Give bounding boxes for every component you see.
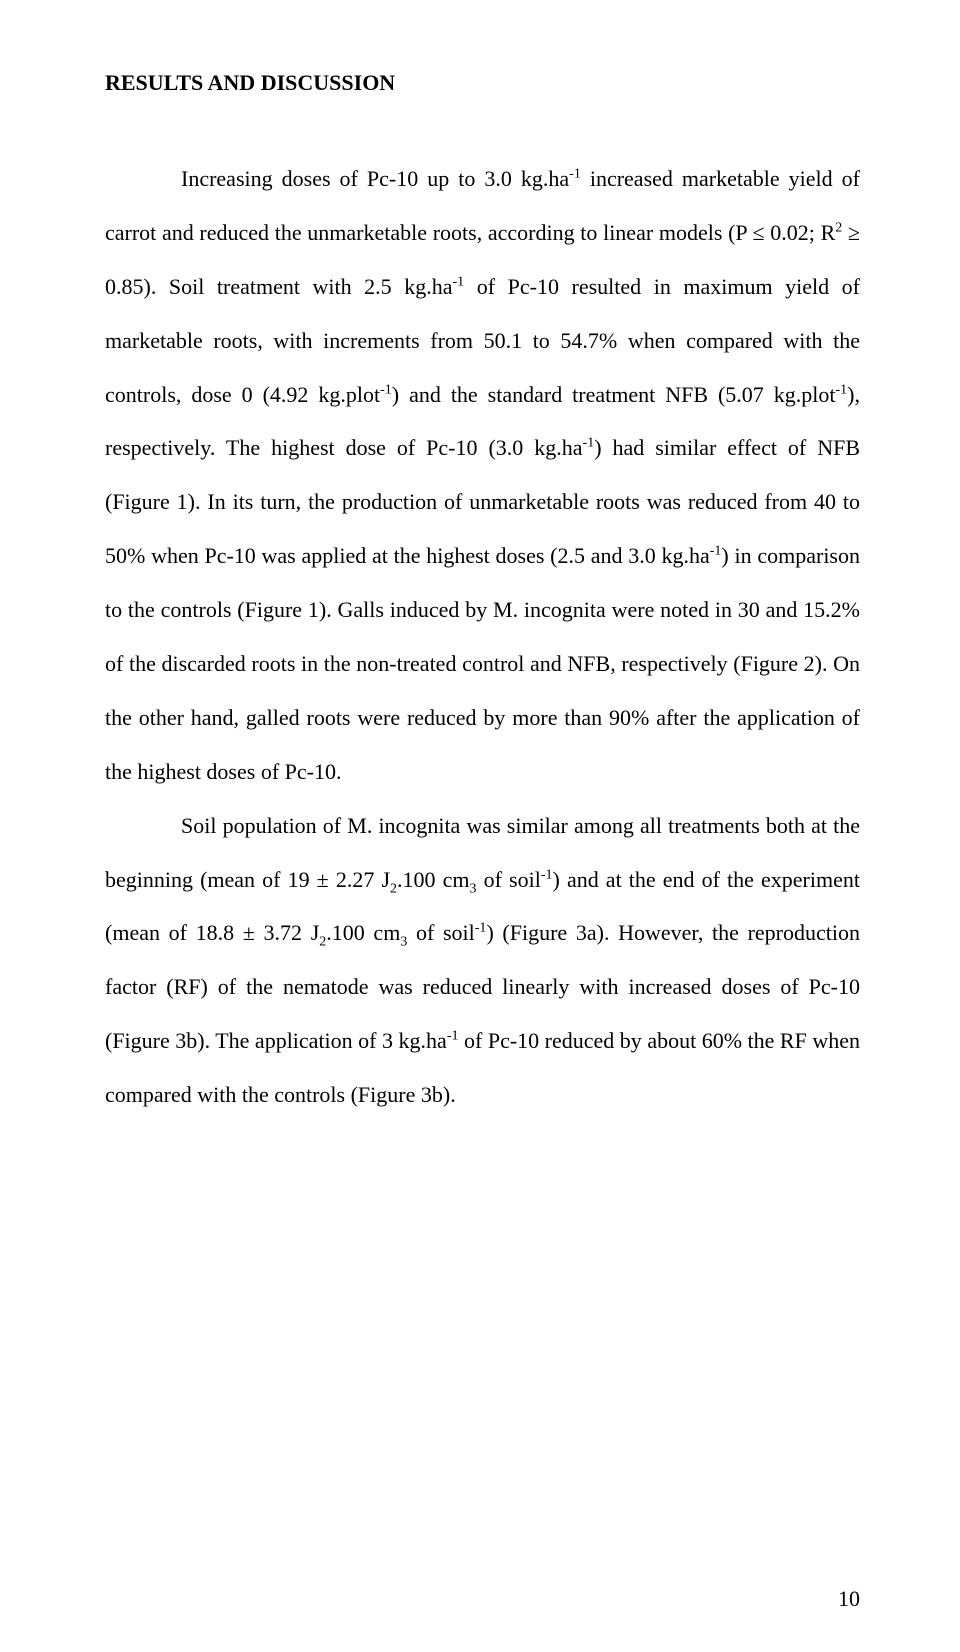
superscript: -1 [447,1029,459,1044]
superscript: -1 [835,382,847,397]
superscript: -1 [583,436,595,451]
superscript: -1 [475,921,487,936]
body-text: .100 cm [326,920,400,945]
body-text: ) and the standard treatment NFB (5.07 k… [392,382,836,407]
body-text: .100 cm [397,867,469,892]
superscript: -1 [541,867,553,882]
section-heading: RESULTS AND DISCUSSION [105,70,860,96]
superscript: -1 [569,167,581,182]
subscript: 2 [390,881,397,896]
body-text: of soil [477,867,541,892]
body-text: ) in comparison to the controls (Figure … [105,543,860,784]
page-container: RESULTS AND DISCUSSION Increasing doses … [0,0,960,1652]
subscript: 3 [470,881,477,896]
paragraph-2: Soil population of M. incognita was simi… [105,799,860,1122]
superscript: -1 [710,544,722,559]
paragraph-1: Increasing doses of Pc-10 up to 3.0 kg.h… [105,152,860,799]
body-text: Increasing doses of Pc-10 up to 3.0 kg.h… [181,166,569,191]
page-number: 10 [838,1586,860,1612]
superscript: -1 [453,274,465,289]
superscript: -1 [380,382,392,397]
body-text: of soil [407,920,474,945]
